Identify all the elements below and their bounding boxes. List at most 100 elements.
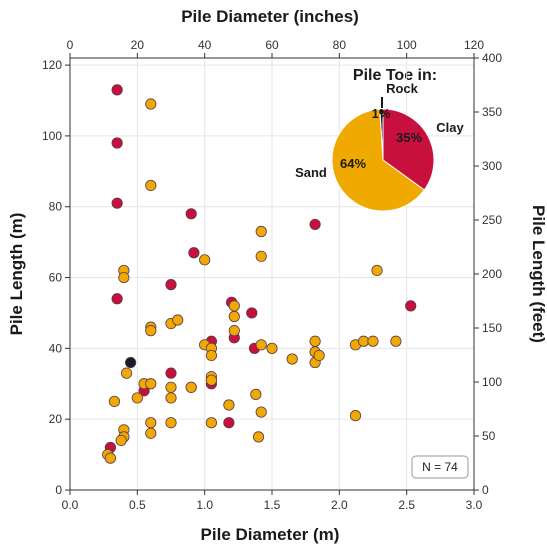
x2-tick-label: 100 xyxy=(397,38,417,52)
x2-tick-label: 60 xyxy=(265,38,279,52)
clay-point xyxy=(246,307,258,319)
x-tick-label: 1.0 xyxy=(196,498,213,512)
sand-point xyxy=(145,179,157,192)
sand-point xyxy=(145,417,157,429)
sand-point xyxy=(252,431,265,443)
x2-tick-label: 80 xyxy=(333,38,347,52)
sand-point xyxy=(131,392,143,404)
clay-point xyxy=(223,417,235,429)
sand-point xyxy=(145,427,157,439)
clay-point xyxy=(185,208,197,220)
sand-point xyxy=(357,335,370,347)
sand-point xyxy=(367,335,379,347)
rock-pct-label: 1% xyxy=(372,106,391,121)
y-tick-label: 80 xyxy=(49,200,63,214)
x2-axis-title: Pile Diameter (inches) xyxy=(181,7,359,26)
sand-point xyxy=(165,392,177,404)
y2-tick-label: 250 xyxy=(482,213,502,227)
y-tick-label: 40 xyxy=(49,341,63,355)
rock-name-label: Rock xyxy=(386,81,419,96)
y-tick-label: 20 xyxy=(49,412,63,426)
sand-point xyxy=(228,310,240,323)
x2-tick-label: 20 xyxy=(131,38,145,52)
sand-point xyxy=(145,378,157,390)
clay-point xyxy=(111,197,123,209)
y2-tick-label: 100 xyxy=(482,375,502,389)
x-tick-label: 2.5 xyxy=(398,498,415,512)
count-box xyxy=(411,455,469,479)
y2-axis-title: Pile Length (feet) xyxy=(529,205,547,343)
count-annotation: N = 74 xyxy=(411,455,469,479)
sand-point xyxy=(309,335,321,347)
x2-tick-label: 0 xyxy=(67,38,74,52)
x-tick-label: 0.0 xyxy=(62,498,79,512)
clay-point xyxy=(165,367,177,379)
sand-point xyxy=(165,381,177,393)
sand-point xyxy=(255,406,267,418)
y-tick-label: 0 xyxy=(55,483,62,497)
sand-point xyxy=(255,250,267,262)
sand-point xyxy=(145,325,157,337)
sand-point xyxy=(118,271,130,284)
sand-pct-label: 64% xyxy=(340,156,366,171)
clay-point xyxy=(165,279,177,291)
sand-point xyxy=(205,374,217,386)
axes-layer: 0.0 0.5 1.0 1.5 2.0 2.5 3.00 20 40 60 80 100 1200204… xyxy=(42,38,502,512)
sand-slice xyxy=(331,108,425,212)
sand-point xyxy=(371,264,383,277)
sand-point xyxy=(223,399,235,411)
y2-tick-label: 0 xyxy=(482,483,489,497)
count-text: N = 74 xyxy=(422,460,458,474)
clay-point xyxy=(405,300,417,312)
sand-point xyxy=(228,325,240,337)
x-tick-label: 0.5 xyxy=(129,498,146,512)
points-layer xyxy=(102,84,417,464)
y-tick-label: 60 xyxy=(49,271,63,285)
clay-pct-label: 35% xyxy=(396,130,422,145)
y2-tick-label: 350 xyxy=(482,105,502,119)
x-tick-label: 1.5 xyxy=(264,498,281,512)
clay-slice xyxy=(382,108,435,191)
clay-point xyxy=(111,137,123,149)
sand-name-label: Sand xyxy=(295,165,327,180)
sand-point xyxy=(266,342,278,354)
y-axis-title: Pile Length (m) xyxy=(7,213,26,336)
x2-tick-label: 120 xyxy=(464,38,484,52)
pie-layer: 35% 64% 1% Clay Sand Rock xyxy=(295,81,464,212)
sand-point xyxy=(205,417,217,429)
sand-point xyxy=(172,314,184,326)
y2-tick-label: 200 xyxy=(482,267,502,281)
sand-point xyxy=(286,353,298,365)
sand-point xyxy=(145,98,157,110)
sand-point xyxy=(108,395,121,408)
y2-tick-label: 50 xyxy=(482,429,496,443)
sand-point xyxy=(228,300,240,312)
sand-point xyxy=(250,388,262,400)
y2-tick-label: 400 xyxy=(482,51,502,65)
rock-point xyxy=(125,356,137,369)
x-axis-title: Pile Diameter (m) xyxy=(201,525,340,544)
y-tick-label: 100 xyxy=(42,129,62,143)
clay-point xyxy=(309,218,321,231)
x-tick-label: 2.0 xyxy=(331,498,348,512)
y-tick-label: 120 xyxy=(42,58,62,72)
sand-point xyxy=(205,349,217,362)
clay-point xyxy=(111,84,123,96)
sand-point xyxy=(185,381,197,393)
y2-tick-label: 150 xyxy=(482,321,502,335)
pie-title: Pile Toe in: xyxy=(353,67,437,84)
sand-point xyxy=(165,417,177,429)
x-tick-label: 3.0 xyxy=(466,498,483,512)
sand-point xyxy=(255,339,267,351)
sand-point xyxy=(120,367,133,379)
clay-point xyxy=(111,293,123,305)
sand-point xyxy=(349,410,362,422)
sand-point xyxy=(313,349,325,362)
clay-name-label: Clay xyxy=(436,120,464,135)
sand-point xyxy=(390,335,402,347)
x2-tick-label: 40 xyxy=(198,38,212,52)
clay-point xyxy=(188,247,200,259)
sand-point xyxy=(115,434,127,447)
